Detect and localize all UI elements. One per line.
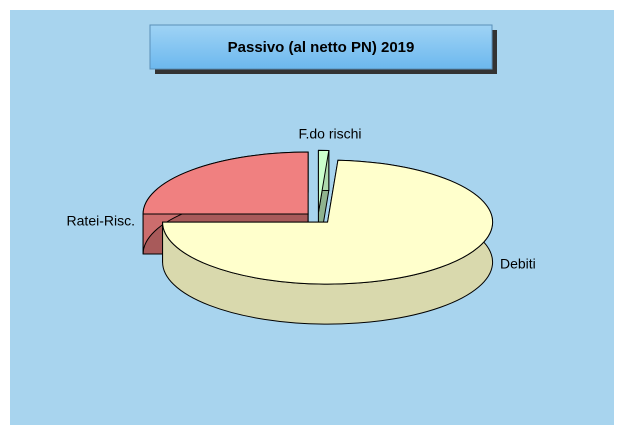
slice-label: F.do rischi (298, 126, 361, 142)
slice-top (317, 149, 330, 213)
pie-slice (162, 159, 494, 325)
slice-top (162, 159, 494, 285)
title-box (149, 24, 493, 70)
slice-label: Debiti (500, 256, 536, 272)
plot-background (10, 10, 614, 425)
slice-top (142, 151, 309, 215)
chart-title: Passivo (al netto PN) 2019 (228, 39, 415, 56)
slice-label: Ratei-Risc. (67, 213, 135, 229)
